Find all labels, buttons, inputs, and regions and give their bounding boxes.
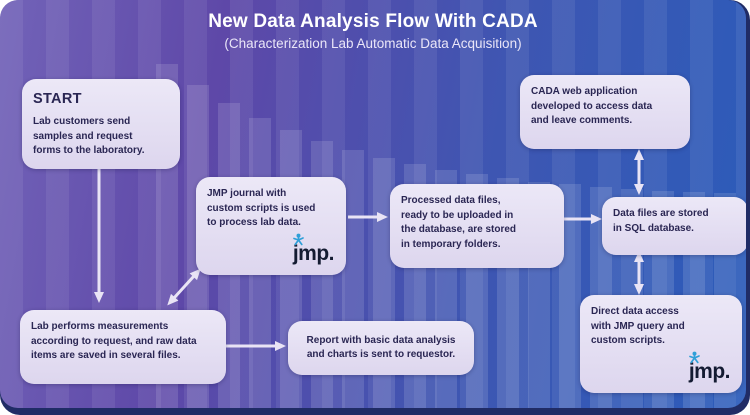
jmp-logo: jmp. xyxy=(688,351,731,387)
node-cada-web-app: CADA web application developed to access… xyxy=(520,75,690,149)
node-processed-files: Processed data files, ready to be upload… xyxy=(390,184,564,268)
jmp-person-icon xyxy=(292,233,304,246)
jmp-logo-text: jmp. xyxy=(292,242,335,265)
node-start: START Lab customers send samples and req… xyxy=(22,79,180,169)
jmp-logo-text: jmp. xyxy=(688,360,731,383)
node-processed-files-text: Processed data files, ready to be upload… xyxy=(401,195,517,250)
node-jmp-journal-text: JMP journal with custom scripts is used … xyxy=(207,188,316,228)
node-start-text: Lab customers send samples and request f… xyxy=(33,116,145,157)
node-report-text: Report with basic data analysis and char… xyxy=(306,334,456,361)
node-sql-database: Data files are stored in SQL database. xyxy=(602,197,746,255)
jmp-logo: jmp. xyxy=(292,233,335,269)
decay-bar xyxy=(559,184,581,408)
header: New Data Analysis Flow With CADA (Charac… xyxy=(0,11,746,51)
arrow-processed-to-sql xyxy=(564,214,602,224)
start-heading: START xyxy=(33,91,82,107)
arrow-lab-to-report xyxy=(216,341,286,351)
jmp-person-icon xyxy=(688,351,700,364)
card-background: New Data Analysis Flow With CADA (Charac… xyxy=(0,0,746,408)
node-jmp-journal: JMP journal with custom scripts is used … xyxy=(196,177,346,275)
arrow-jmpjournal-to-processed xyxy=(348,212,388,222)
page-subtitle: (Characterization Lab Automatic Data Acq… xyxy=(224,36,522,51)
arrow-cadaweb-sql-bidirectional xyxy=(634,149,644,195)
arrow-start-to-lab xyxy=(94,169,104,303)
arrow-lab-jmpjournal-bidirectional xyxy=(167,268,201,306)
arrow-sql-direct-bidirectional xyxy=(634,251,644,295)
node-lab-measurements: Lab performs measurements according to r… xyxy=(20,310,226,384)
page-title: New Data Analysis Flow With CADA xyxy=(208,11,538,32)
node-sql-database-text: Data files are stored in SQL database. xyxy=(613,208,709,234)
node-direct-access: Direct data access with JMP query and cu… xyxy=(580,295,742,393)
node-lab-measurements-text: Lab performs measurements according to r… xyxy=(31,321,197,361)
node-cada-web-app-text: CADA web application developed to access… xyxy=(531,86,653,126)
node-report: Report with basic data analysis and char… xyxy=(288,321,474,375)
node-direct-access-text: Direct data access with JMP query and cu… xyxy=(591,306,685,346)
